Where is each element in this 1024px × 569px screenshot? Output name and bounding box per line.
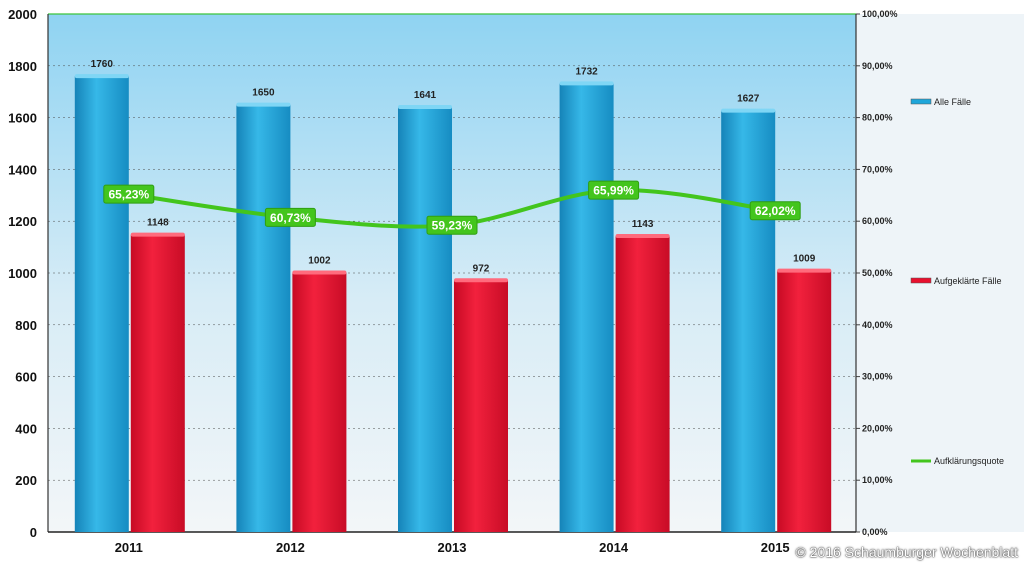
legend-label: Aufgeklärte Fälle — [934, 276, 1002, 286]
value-label-alle-faelle: 1627 — [737, 94, 760, 105]
y2-tick-label: 80,00% — [862, 113, 893, 123]
y-tick-label: 1200 — [8, 214, 37, 229]
rate-label: 59,23% — [432, 219, 473, 233]
rate-label-box — [103, 184, 155, 204]
rate-line: 65,23% 60,73% 59,23% 65,99% 62,02% — [103, 180, 801, 235]
bar-alle-faelle — [236, 104, 291, 533]
value-label-aufgeklaerte-faelle: 1148 — [147, 218, 169, 229]
y-tick-label: 600 — [15, 370, 37, 385]
x-tick-label: 2015 — [761, 540, 790, 555]
rate-label-box — [264, 207, 316, 227]
data-labels: 1760 1148 1650 1002 1641 972 1732 1143 1627 1009 — [91, 59, 816, 274]
value-label-aufgeklaerte-faelle: 1002 — [308, 255, 331, 266]
y-tick-label: 800 — [15, 318, 37, 333]
rate-label-box — [588, 180, 640, 200]
y-tick-label: 2000 — [8, 7, 37, 22]
bar-aufgeklaerte-faelle-cap — [777, 268, 832, 273]
y-tick-label: 1400 — [8, 162, 37, 177]
y2-tick-label: 60,00% — [862, 216, 893, 226]
bar-aufgeklaerte-faelle-cap — [454, 278, 508, 283]
bars — [74, 74, 832, 533]
bar-aufgeklaerte-faelle-cap — [130, 232, 185, 237]
rate-label-box — [749, 201, 801, 221]
value-label-alle-faelle: 1641 — [414, 90, 437, 101]
bar-alle-faelle — [398, 106, 452, 532]
y2-tick-label: 10,00% — [862, 475, 893, 485]
bar-aufgeklaerte-faelle — [777, 270, 832, 532]
x-tick-label: 2014 — [599, 540, 629, 555]
bar-alle-faelle — [74, 76, 129, 532]
y2-tick-label: 0,00% — [862, 527, 888, 537]
legend-swatch — [910, 98, 932, 105]
rate-label-box — [426, 215, 478, 235]
legend-swatch — [910, 277, 932, 284]
value-label-aufgeklaerte-faelle: 1009 — [793, 254, 816, 265]
y2-tick-label: 100,00% — [862, 9, 898, 19]
y-tick-label: 0 — [30, 525, 37, 540]
y2-tick-label: 20,00% — [862, 423, 893, 433]
y2-tick-label: 90,00% — [862, 61, 893, 71]
bar-alle-faelle-cap — [721, 108, 776, 113]
legend-label: Aufklärungsquote — [934, 456, 1004, 466]
bar-aufgeklaerte-faelle-cap — [292, 270, 347, 275]
y2-tick-label: 40,00% — [862, 320, 893, 330]
x-tick-label: 2011 — [115, 540, 143, 555]
rate-label: 60,73% — [270, 211, 311, 225]
bar-alle-faelle-cap — [559, 81, 614, 86]
x-tick-label: 2013 — [438, 540, 467, 555]
watermark: © 2016 Schaumburger Wochenblatt — [795, 544, 1018, 560]
bar-alle-faelle — [721, 110, 776, 533]
y-tick-label: 1600 — [8, 111, 37, 126]
value-label-aufgeklaerte-faelle: 972 — [473, 263, 490, 274]
grid-lines — [48, 13, 856, 533]
value-label-alle-faelle: 1732 — [575, 66, 598, 77]
legend-background — [856, 14, 1024, 532]
bar-alle-faelle — [559, 83, 614, 533]
y2-tick-label: 30,00% — [862, 372, 893, 382]
legend-label: Alle Fälle — [934, 97, 971, 107]
bar-alle-faelle-cap — [236, 102, 291, 107]
y-tick-label: 1800 — [8, 59, 37, 74]
bar-aufgeklaerte-faelle — [454, 280, 508, 532]
y2-tick-label: 50,00% — [862, 268, 893, 278]
y-tick-label: 200 — [15, 473, 37, 488]
bar-aufgeklaerte-faelle — [130, 234, 185, 532]
value-label-alle-faelle: 1650 — [252, 88, 275, 99]
rate-label: 62,02% — [755, 204, 796, 218]
rate-label: 65,99% — [593, 184, 634, 198]
legend: Alle Fälle Aufgeklärte Fälle Aufklärungsqu… — [910, 97, 1004, 466]
y-tick-label: 1000 — [8, 266, 37, 281]
value-label-alle-faelle: 1760 — [91, 59, 114, 70]
y-tick-label: 400 — [15, 421, 37, 436]
rate-label: 65,23% — [108, 188, 149, 202]
bar-alle-faelle-cap — [74, 74, 129, 79]
bar-aufgeklaerte-faelle-cap — [615, 233, 670, 238]
x-tick-label: 2012 — [276, 540, 305, 555]
value-label-aufgeklaerte-faelle: 1143 — [632, 219, 654, 230]
bar-aufgeklaerte-faelle — [292, 272, 347, 532]
bar-alle-faelle-cap — [398, 104, 452, 109]
y2-tick-label: 70,00% — [862, 164, 893, 174]
bar-aufgeklaerte-faelle — [615, 235, 670, 532]
